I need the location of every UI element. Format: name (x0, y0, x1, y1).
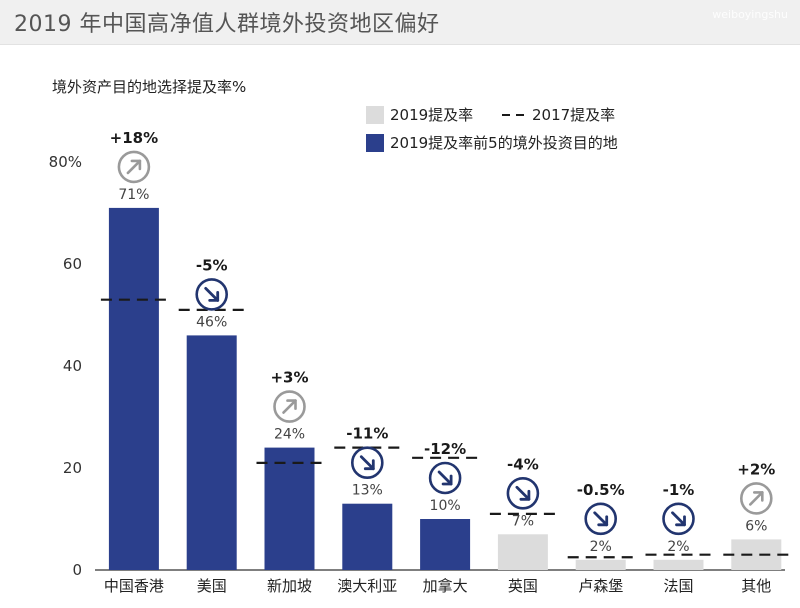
arrow-head (286, 399, 297, 410)
data-label: 2% (590, 539, 612, 555)
legend-swatch-gray (366, 106, 384, 124)
arrow-head (597, 515, 609, 527)
bar (497, 534, 548, 570)
legend-label-2017: 2017提及率 (532, 106, 616, 124)
arrow-down-right-icon (195, 278, 228, 311)
x-tick-label: 加拿大 (423, 577, 468, 595)
arrow-up-right-icon (117, 150, 151, 184)
chart-title: 2019 年中国高净值人群境外投资地区偏好 (14, 12, 440, 37)
bar (264, 447, 315, 570)
data-label: 7% (512, 513, 534, 529)
arrow-down-right-icon (662, 502, 695, 536)
x-tick-label: 法国 (663, 577, 693, 595)
legend-label-top5: 2019提及率前5的境外投资目的地 (390, 134, 618, 152)
bar (342, 503, 393, 570)
data-label: 10% (430, 498, 461, 514)
change-label: +2% (737, 460, 775, 478)
bar (186, 335, 237, 570)
change-label: -1% (663, 481, 695, 499)
data-label: 13% (352, 483, 383, 499)
arrow-shaft (204, 286, 220, 302)
arrow-down-right-icon (350, 446, 384, 480)
change-label: -12% (424, 440, 466, 458)
bar (420, 519, 471, 570)
title-bar: 2019 年中国高净值人群境外投资地区偏好 weiboyingshu (0, 0, 800, 45)
x-tick-label: 澳大利亚 (337, 577, 397, 595)
x-tick-label: 卢森堡 (578, 577, 623, 595)
y-tick-label: 80% (49, 153, 82, 171)
change-label: -5% (196, 256, 228, 274)
arrow-head (208, 290, 220, 302)
data-label: 2% (667, 539, 689, 555)
arrow-up-right-icon (273, 390, 306, 423)
arrow-shaft (126, 159, 142, 175)
data-label: 6% (745, 518, 767, 534)
change-label: +3% (270, 369, 308, 387)
arrow-head (519, 489, 531, 501)
y-tick-label: 40 (63, 357, 82, 375)
bar (653, 559, 704, 570)
x-tick-label: 新加坡 (267, 577, 312, 595)
data-label: 71% (118, 187, 149, 203)
bar (108, 207, 159, 570)
change-label: +18% (110, 129, 158, 147)
bar (575, 559, 626, 570)
arrow-head (130, 159, 142, 171)
arrow-shaft (748, 491, 764, 506)
y-tick-label: 0 (72, 561, 82, 579)
change-label: -11% (346, 425, 388, 443)
arrow-head (752, 491, 764, 502)
arrow-shaft (282, 399, 297, 414)
y-tick-label: 60 (63, 255, 82, 273)
change-label: -4% (507, 455, 539, 473)
data-label: 46% (196, 314, 227, 330)
x-tick-label: 美国 (197, 577, 227, 595)
y-tick-label: 20 (63, 459, 82, 477)
x-tick-label: 其他 (741, 577, 771, 595)
legend-label-2019: 2019提及率 (390, 106, 474, 124)
arrow-shaft (593, 511, 609, 527)
legend-dash-2 (516, 114, 524, 116)
x-tick-label: 中国香港 (104, 577, 164, 595)
y-axis-label: 境外资产目的地选择提及率% (52, 78, 247, 96)
arrow-shaft (515, 485, 531, 501)
arrow-down-right-icon (428, 461, 462, 495)
bar (731, 539, 782, 570)
arrow-down-right-icon (506, 476, 540, 510)
arrow-shaft (671, 511, 686, 527)
arrow-head (675, 515, 686, 527)
change-label: -0.5% (577, 481, 625, 499)
arrow-head (441, 474, 453, 486)
arrow-head (363, 459, 375, 471)
watermark: weiboyingshu (712, 8, 788, 21)
legend-swatch-navy (366, 134, 384, 152)
x-tick-label: 英国 (508, 577, 538, 595)
legend-dash-1 (502, 114, 510, 116)
data-label: 24% (274, 427, 305, 443)
arrow-shaft (359, 455, 375, 471)
arrow-up-right-icon (739, 482, 773, 515)
arrow-shaft (437, 470, 453, 486)
arrow-down-right-icon (584, 502, 618, 536)
